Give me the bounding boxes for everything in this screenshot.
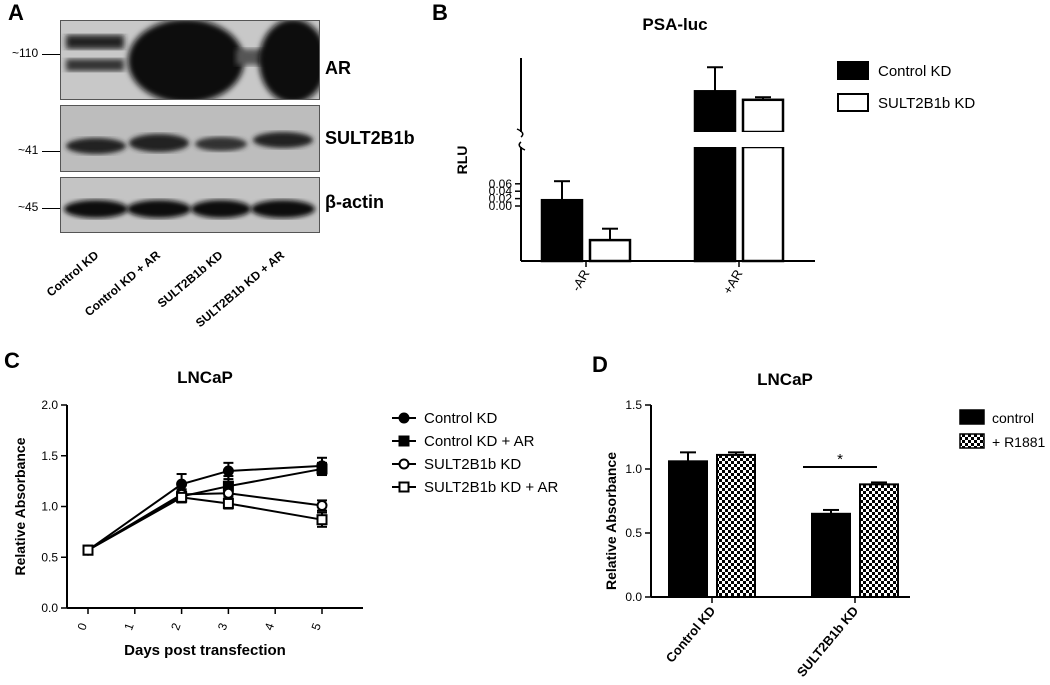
chart-b-bar (540, 198, 584, 263)
chart-b-ytick-label: 0.02 (489, 192, 513, 206)
chart-c-xtick-label: 1 (121, 621, 137, 632)
chart-c-series-line (87, 492, 323, 552)
lane-label-1: Control KD (43, 248, 101, 300)
chart-c-legend-label: Control KD (424, 410, 498, 427)
ar-band-lane1b (66, 59, 124, 71)
chart-c-legend-label: SULT2B1b KD (424, 456, 521, 473)
band-label-ar: AR (325, 58, 351, 78)
chart-c-point (316, 514, 328, 526)
blot-strip-actin (60, 177, 320, 233)
chart-c-xtick-label: 5 (309, 621, 325, 632)
chart-c-legend-marker (398, 412, 410, 424)
chart-d-bar (859, 483, 899, 598)
chart-d-xtick-label: Control KD (663, 603, 719, 665)
chart-d-significance-star: * (837, 451, 843, 468)
ar-band-lane4 (259, 19, 327, 103)
chart-c-xtick-label: 4 (262, 621, 278, 632)
chart-c: LNCaP Relative Absorbance Days post transf… (12, 368, 559, 659)
chart-c-series-line (87, 467, 323, 552)
chart-d-bar (811, 512, 851, 598)
chart-b-legend-label: SULT2B1b KD (878, 95, 975, 112)
blot-sult-bands (66, 132, 313, 154)
band-label-actin: β-actin (325, 192, 384, 212)
chart-b-bar (741, 98, 785, 134)
chart-d-bar (716, 453, 756, 598)
chart-d-legend-swatch (959, 433, 985, 449)
mw-marker-ar: ~110 (12, 46, 39, 60)
chart-b-bar-gap (693, 132, 737, 147)
chart-c-point (82, 544, 94, 556)
chart-b-ytick-label: 0.00 (489, 199, 513, 213)
chart-c-xtick-label: 0 (75, 621, 91, 632)
panel-c-letter: C (4, 348, 20, 373)
chart-b-break-upper (516, 128, 524, 138)
chart-d-title: LNCaP (757, 370, 813, 389)
chart-c-legend-label: Control KD + AR (424, 433, 535, 450)
chart-c-legend-label: SULT2B1b KD + AR (424, 479, 559, 496)
chart-b-xtick-label: -AR (568, 267, 592, 294)
chart-c-xlabel: Days post transfection (124, 642, 286, 659)
chart-d-bar (668, 460, 708, 598)
chart-b-legend-swatch (837, 93, 869, 112)
chart-c-series-line (87, 464, 323, 551)
chart-b-bar (588, 238, 632, 263)
chart-b-xtick-label: +AR (720, 267, 746, 297)
chart-d-ylabel: Relative Absorbance (603, 452, 619, 590)
chart-d-legend-label: control (992, 410, 1034, 426)
chart-d-legend-swatch (959, 409, 985, 425)
panel-b-letter: B (432, 0, 448, 25)
chart-b: PSA-lucRLU0.000.020.040.060.20.30.4-AR+A… (454, 15, 975, 297)
chart-b-ytick-label: 0.06 (489, 177, 513, 191)
chart-c-ytick-label: 0.0 (41, 601, 58, 615)
chart-d-ytick-label: 1.0 (625, 462, 642, 476)
chart-c-legend-marker (398, 458, 410, 470)
chart-b-ylabel: RLU (454, 146, 470, 175)
chart-d-legend-label: + R1881 (992, 434, 1046, 450)
chart-c-legend-marker (398, 481, 410, 493)
chart-b-bar (693, 90, 737, 134)
ar-band-lane2 (128, 19, 244, 103)
chart-c-point (222, 497, 234, 509)
chart-b-ytick-label: 0.04 (489, 184, 513, 198)
panel-d-letter: D (592, 352, 608, 377)
chart-c-point (316, 499, 328, 511)
chart-b-bar-lower (741, 145, 785, 263)
chart-c-xtick-label: 3 (215, 621, 231, 632)
chart-c-title: LNCaP (177, 368, 233, 387)
chart-b-bar-lower (693, 145, 737, 263)
chart-c-xtick-label: 2 (168, 621, 184, 632)
chart-b-bar-gap (741, 132, 785, 147)
chart-b-break-lower (518, 141, 526, 151)
chart-c-ytick-label: 2.0 (41, 398, 58, 412)
panel-a-letter: A (8, 0, 24, 25)
blot-strip-ar (60, 19, 327, 103)
chart-c-point (222, 487, 234, 499)
blot-actin-bands (64, 200, 315, 218)
chart-c-legend-marker (398, 435, 410, 447)
chart-d-ytick-label: 0.0 (625, 590, 642, 604)
ar-band-lane1a (66, 35, 124, 49)
mw-marker-actin: ~45 (18, 200, 39, 214)
chart-c-ytick-label: 0.5 (41, 550, 58, 564)
blot-strip-sult (60, 105, 320, 172)
chart-c-series-line (87, 496, 323, 552)
chart-d-ytick-label: 1.5 (625, 398, 642, 412)
chart-d-ytick-label: 0.5 (625, 526, 642, 540)
chart-b-legend-swatch (837, 61, 869, 80)
chart-c-ytick-label: 1.5 (41, 449, 58, 463)
band-label-sult: SULT2B1b (325, 128, 415, 148)
chart-c-point (316, 463, 328, 475)
chart-c-ylabel: Relative Absorbance (12, 437, 28, 575)
chart-c-point (176, 478, 188, 490)
chart-c-point (176, 491, 188, 503)
mw-marker-sult: ~41 (18, 143, 39, 157)
chart-d: LNCaP Relative Absorbance 0.0 0.5 1.0 1.5 Cont… (603, 370, 1046, 680)
chart-c-point (222, 465, 234, 477)
chart-b-title: PSA-luc (642, 15, 707, 34)
chart-d-xtick-label: SULT2B1b KD (794, 603, 862, 679)
chart-c-ytick-label: 1.0 (41, 500, 58, 514)
blot-ar-bands (66, 19, 327, 103)
chart-b-legend-label: Control KD (878, 63, 952, 80)
